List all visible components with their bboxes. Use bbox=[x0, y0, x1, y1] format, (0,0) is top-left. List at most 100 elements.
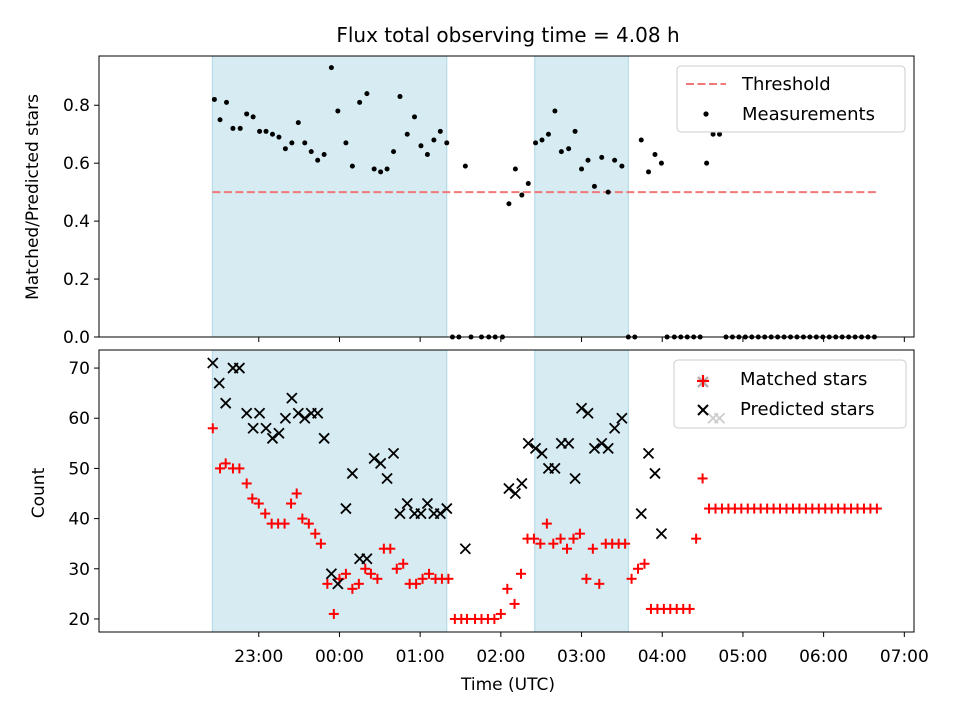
predicted-star-point bbox=[368, 452, 380, 465]
matched-star-point bbox=[291, 488, 302, 499]
predicted-star-point bbox=[569, 472, 581, 485]
measurement-point bbox=[612, 157, 618, 163]
matched-star-point bbox=[220, 458, 231, 469]
measurement-point bbox=[431, 137, 437, 143]
matched-star-point bbox=[489, 613, 500, 624]
matched-star-point bbox=[509, 598, 520, 609]
ratio-x-ticks bbox=[258, 337, 905, 342]
predicted-legend-label: Predicted stars bbox=[740, 399, 874, 420]
matched-star-point bbox=[620, 538, 631, 549]
measurement-point bbox=[257, 128, 263, 134]
count-legend: Matched stars Predicted stars bbox=[673, 359, 907, 429]
predicted-star-point bbox=[582, 407, 594, 419]
measurement-point bbox=[211, 96, 217, 102]
predicted-star-point bbox=[441, 502, 453, 515]
measurement-point bbox=[335, 108, 341, 114]
measurement-point bbox=[391, 149, 397, 155]
matched-star-point bbox=[555, 533, 566, 544]
y-tick-label: 40 bbox=[68, 510, 90, 530]
matched-star-point bbox=[360, 563, 371, 574]
measurement-point bbox=[519, 192, 525, 198]
count-y-axis-label: Count bbox=[29, 467, 49, 518]
matched-star-point bbox=[347, 583, 358, 594]
measurements-legend-marker bbox=[703, 111, 709, 117]
predicted-star-point bbox=[332, 578, 344, 590]
measurement-point bbox=[343, 140, 349, 146]
predicted-star-point bbox=[374, 457, 387, 470]
observing-intervals bbox=[211, 349, 629, 633]
matched-star-point bbox=[535, 538, 546, 549]
predicted-star-point bbox=[207, 357, 219, 369]
matched-star-point bbox=[353, 578, 364, 589]
matched-star-point bbox=[328, 608, 339, 619]
measurement-point bbox=[525, 180, 531, 186]
count-axes-frame bbox=[98, 349, 915, 633]
measurements-legend-label: Measurements bbox=[742, 104, 875, 125]
measurement-point bbox=[506, 201, 512, 207]
matched-star-point bbox=[697, 473, 708, 484]
measurement-point bbox=[269, 131, 275, 137]
measurement-point bbox=[223, 99, 229, 105]
ratio-y-ticks: 0.0 0.2 0.4 0.6 0.8 bbox=[63, 96, 99, 348]
x-tick-label: 00:00 bbox=[315, 647, 364, 667]
matched-star-point bbox=[411, 578, 422, 589]
y-tick-label: 0.6 bbox=[63, 154, 90, 174]
matched-star-point bbox=[626, 573, 637, 584]
predicted-star-point bbox=[635, 507, 647, 520]
predicted-star-point bbox=[253, 407, 266, 419]
matched-star-point bbox=[322, 578, 333, 589]
predicted-star-point bbox=[415, 507, 427, 520]
predicted-star-point bbox=[602, 442, 614, 454]
measurement-point bbox=[384, 166, 390, 172]
matched-legend-label: Matched stars bbox=[740, 369, 867, 390]
measurement-point bbox=[295, 120, 301, 126]
matched-star-point bbox=[207, 423, 218, 434]
predicted-star-point bbox=[387, 447, 400, 460]
predicted-star-point bbox=[286, 392, 298, 404]
matched-star-point bbox=[241, 478, 252, 489]
x-axis-label: Time (UTC) bbox=[460, 675, 555, 695]
predicted-star-point bbox=[536, 447, 548, 460]
measurement-point bbox=[552, 108, 558, 114]
measurement-point bbox=[558, 149, 564, 155]
count-panel: 20 30 40 50 60 70 23:00 00:00 01:00 02:00 03:00 04… bbox=[29, 349, 929, 695]
y-tick-label: 0.2 bbox=[63, 270, 90, 290]
measurement-point bbox=[512, 166, 518, 172]
measurement-point bbox=[328, 65, 334, 71]
predicted-star-point bbox=[213, 377, 225, 389]
ratio-legend: Threshold Measurements bbox=[676, 65, 906, 133]
measurement-point bbox=[437, 128, 443, 134]
predicted-star-point bbox=[394, 507, 406, 520]
matched-star-point bbox=[297, 513, 308, 524]
matched-star-point bbox=[502, 583, 513, 594]
matched-star-point bbox=[372, 573, 383, 584]
x-tick-label: 02:00 bbox=[476, 647, 525, 667]
matched-star-point bbox=[684, 603, 695, 614]
predicted-star-point bbox=[220, 397, 232, 409]
predicted-star-point bbox=[292, 407, 304, 419]
measurement-point bbox=[237, 125, 243, 131]
y-tick-label: 0.4 bbox=[63, 212, 90, 232]
measurement-point bbox=[710, 131, 716, 137]
predicted-star-point bbox=[434, 507, 446, 520]
predicted-star-point bbox=[649, 467, 661, 480]
matched-star-point bbox=[215, 463, 226, 474]
matched-star-point bbox=[639, 558, 650, 569]
predicted-star-point bbox=[260, 422, 272, 434]
predicted-star-point bbox=[562, 437, 575, 449]
ratio-panel: 0.00.20.40.60.8 Matched/Predicted stars … bbox=[23, 55, 915, 348]
count-x-ticks: 23:00 00:00 01:00 02:00 03:00 04:00 05:00 06:00… bbox=[234, 632, 929, 667]
predicted-star-point bbox=[233, 362, 246, 374]
y-tick-label: 0.8 bbox=[63, 96, 90, 116]
count-y-ticks: 20 30 40 50 60 70 bbox=[68, 359, 99, 630]
measurement-point bbox=[638, 137, 644, 143]
measurement-point bbox=[579, 166, 585, 172]
x-tick-label: 04:00 bbox=[638, 647, 687, 667]
matched-star-point bbox=[310, 528, 321, 539]
measurement-point bbox=[357, 99, 363, 105]
measurement-point bbox=[533, 140, 539, 146]
predicted-star-point bbox=[421, 497, 434, 510]
count-series bbox=[207, 357, 882, 624]
matched-star-point bbox=[594, 578, 605, 589]
